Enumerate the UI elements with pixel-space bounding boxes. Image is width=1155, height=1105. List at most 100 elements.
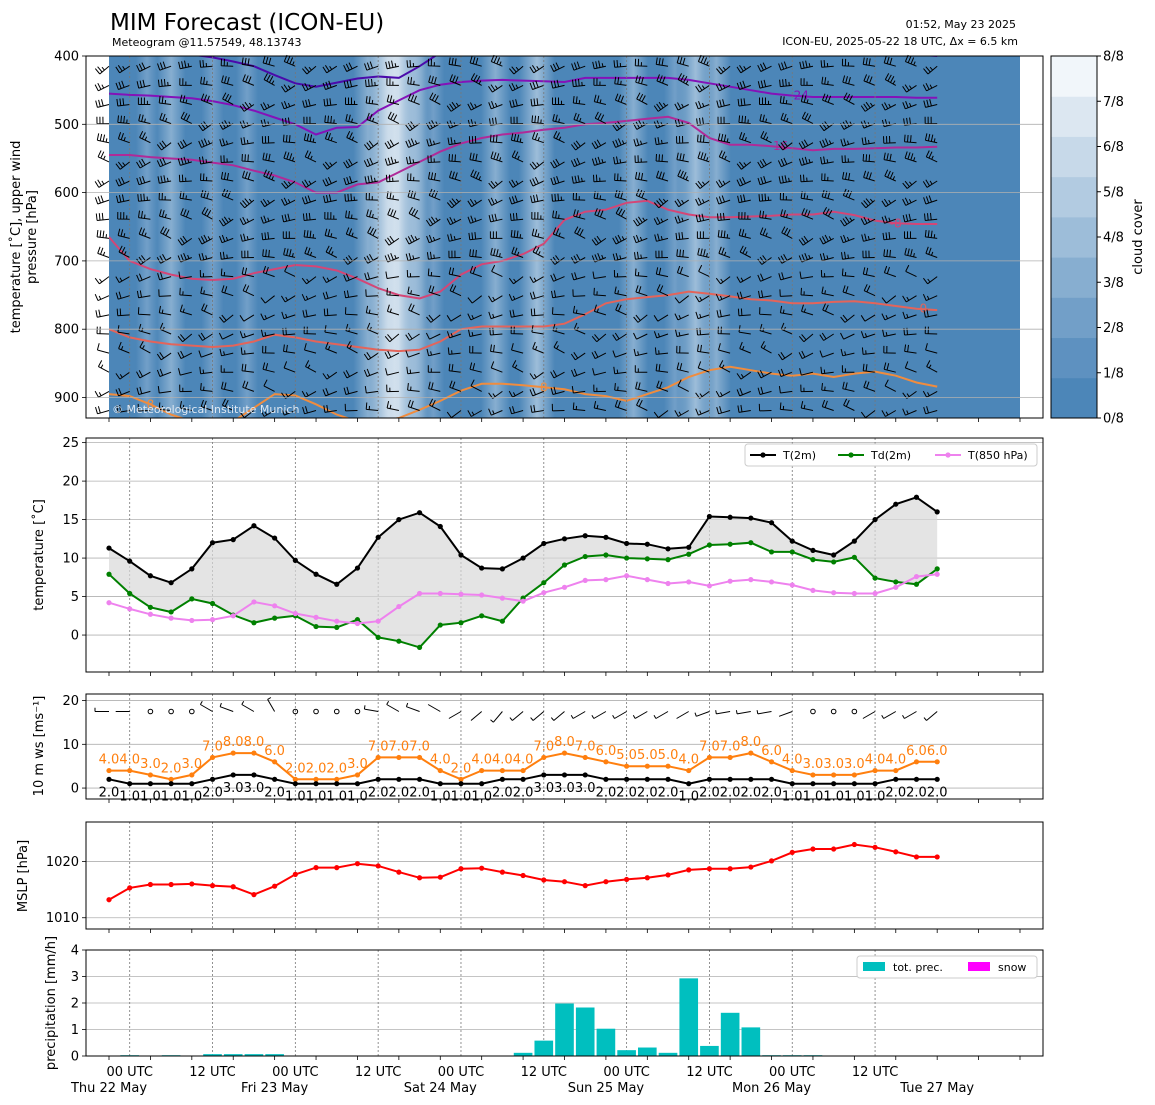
wind-speed-point xyxy=(810,781,816,787)
upper-wind-barb xyxy=(779,289,793,297)
series-T(850 hPa)-point xyxy=(334,618,340,624)
upper-wind-barb xyxy=(591,253,607,263)
upper-wind-barb xyxy=(843,92,855,105)
upper-wind-barb xyxy=(572,192,586,201)
wind-speed-point xyxy=(147,781,154,787)
upper-wind-barb xyxy=(96,133,110,144)
wind-speed-point xyxy=(458,781,464,787)
precip-bar xyxy=(513,1052,533,1056)
upper-wind-barb xyxy=(323,98,337,107)
series-Td(2m)-point xyxy=(499,618,505,624)
upper-wind-barb xyxy=(798,139,814,150)
upper-wind-barb xyxy=(759,227,772,239)
colorbar-tick-label: 6/8 xyxy=(1103,140,1124,155)
upper-wind-barb xyxy=(511,246,524,258)
upper-wind-barb xyxy=(116,194,130,204)
upper-wind-barb xyxy=(739,245,752,258)
upper-wind-barb xyxy=(737,404,751,413)
upper-wind-barb xyxy=(304,246,317,258)
upper-wind-barb xyxy=(904,134,917,144)
legend-label: T(850 hPa) xyxy=(967,449,1028,462)
upper-wind-barb xyxy=(220,365,234,373)
time-axis: 00 UTC 12 UTC 00 UTC 12 UTC 00 UTC 12 UTC 00 U… xyxy=(70,1065,974,1096)
gust-point xyxy=(292,776,298,782)
precip-bar xyxy=(638,1047,657,1056)
upper-wind-barb xyxy=(801,111,814,125)
upper-wind-barb xyxy=(467,410,482,417)
upper-wind-barb xyxy=(180,208,192,220)
surface-wind-barb xyxy=(862,711,876,719)
upper-wind-barb xyxy=(302,212,317,221)
upper-wind-barb xyxy=(302,309,317,318)
upper-wind-barb xyxy=(737,194,751,204)
series-T(2m)-point xyxy=(416,510,423,516)
upper-wind-barb xyxy=(406,60,420,68)
upper-wind-barb xyxy=(612,332,627,341)
upper-wind-barb xyxy=(633,348,648,357)
upper-wind-barb xyxy=(96,116,110,125)
upper-wind-barb xyxy=(612,138,627,148)
surface-wind-barb xyxy=(363,705,379,712)
upper-wind-barb xyxy=(655,57,669,67)
upper-wind-barb xyxy=(491,264,503,278)
upper-wind-barb xyxy=(324,325,337,335)
gust-point xyxy=(624,763,630,769)
surface-wind-barb xyxy=(735,710,751,715)
upper-wind-barb xyxy=(530,404,544,413)
upper-wind-barb xyxy=(923,195,938,205)
isotherm-label: -32 xyxy=(555,1,575,15)
upper-wind-barb xyxy=(550,158,565,169)
upper-wind-barb xyxy=(260,410,275,417)
upper-wind-barb xyxy=(715,293,731,302)
colorbar-level xyxy=(1051,377,1097,419)
gust-data-label: 2.0 xyxy=(326,761,347,776)
wind-speed-point xyxy=(189,781,195,787)
upper-wind-barb xyxy=(179,191,192,201)
upper-wind-barb xyxy=(218,332,234,340)
upper-wind-barb xyxy=(800,174,814,183)
upper-wind-barb xyxy=(177,333,193,343)
legend-label: snow xyxy=(998,961,1026,974)
upper-wind-barb xyxy=(157,78,172,88)
gust-data-label: 6.0 xyxy=(927,744,948,759)
gust-point xyxy=(168,776,174,782)
mslp-point xyxy=(416,875,423,881)
mslp-point xyxy=(458,866,464,872)
upper-wind-barb xyxy=(219,348,234,357)
wind-speed-data-label: 2.0 xyxy=(368,785,389,800)
upper-wind-barb xyxy=(570,157,586,168)
upper-ytick-label: 500 xyxy=(54,118,79,133)
upper-wind-barb xyxy=(95,212,110,221)
wind-speed-point xyxy=(292,781,298,787)
upper-wind-barb xyxy=(263,379,275,392)
upper-wind-barb xyxy=(366,112,379,125)
upper-wind-barb xyxy=(840,332,855,340)
upper-wind-barb xyxy=(674,198,689,208)
upper-wind-barb xyxy=(862,267,876,278)
upper-wind-barb xyxy=(218,216,234,227)
upper-wind-barb xyxy=(405,121,420,132)
series-T(2m)-point xyxy=(810,547,816,553)
colorbar-level xyxy=(1051,96,1097,137)
upper-wind-barb xyxy=(882,232,896,241)
mslp-point xyxy=(106,897,112,903)
upper-wind-barb xyxy=(674,119,689,128)
upper-wind-barb xyxy=(509,406,524,415)
upper-wind-barb xyxy=(488,180,503,189)
gust-point xyxy=(727,754,733,761)
upper-wind-barb xyxy=(758,290,772,299)
wind-speed-data-label: 1.0 xyxy=(140,790,161,805)
wind-speed-data-label: 1.0 xyxy=(865,790,886,805)
gust-data-label: 3.0 xyxy=(803,757,824,772)
upper-wind-barb xyxy=(902,311,917,320)
wind-speed-data-label: 2.0 xyxy=(202,785,223,800)
gust-data-label: 7.0 xyxy=(389,739,410,754)
upper-ytick-label: 400 xyxy=(54,50,79,65)
series-T(2m)-point xyxy=(934,509,940,515)
upper-wind-barb xyxy=(738,228,751,239)
colorbar-label: cloud cover xyxy=(1131,199,1146,275)
series-Td(2m)-point xyxy=(272,615,278,621)
day-label: Sun 25 May xyxy=(568,1081,645,1096)
wind-speed-data-label: 2.0 xyxy=(637,785,658,800)
gust-data-label: 4.0 xyxy=(678,753,699,768)
